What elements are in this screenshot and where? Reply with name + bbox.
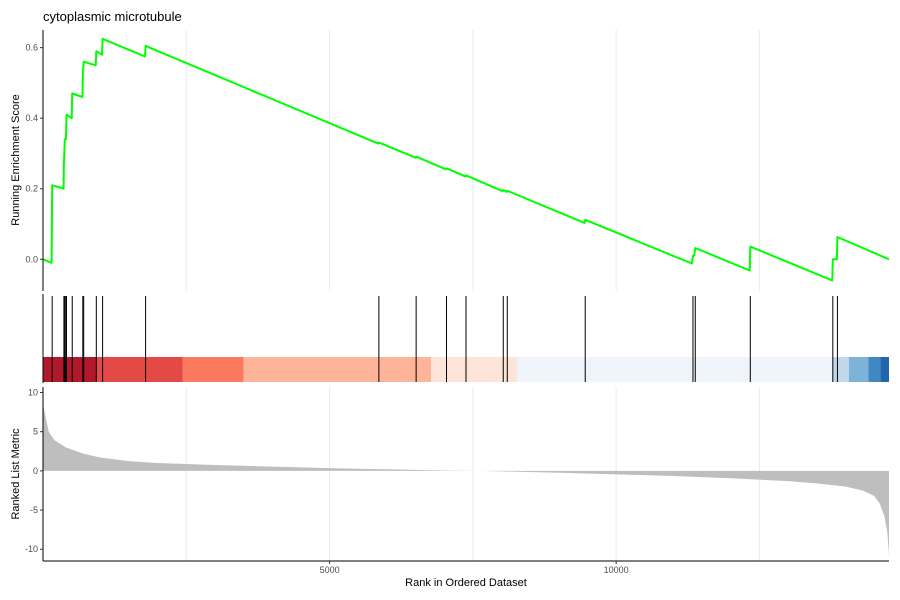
enrichment-gridlines <box>185 30 760 291</box>
enrichment-y-label: Running Enrichment Score <box>10 94 22 225</box>
running-enrichment-panel: 0.0 0.2 0.4 0.6 Running Enrichment Score <box>10 30 890 291</box>
metric-y-tick-label-0: 10 <box>28 387 38 397</box>
rank-color-segment-6 <box>832 357 849 382</box>
enrichment-y-tick-label-1: 0.2 <box>25 184 38 194</box>
metric-y-ticks: 10 5 0 -5 -10 <box>25 387 43 554</box>
metric-y-tick-label-3: -5 <box>30 505 38 515</box>
metric-y-tick-label-2: 0 <box>33 466 38 476</box>
gene-hit-marks <box>51 296 838 382</box>
gene-hits-panel <box>42 294 889 383</box>
ranked-metric-panel: 10 5 0 -5 -10 5000 10000 Ranked List Metric R… <box>10 387 889 589</box>
rank-color-segment-1 <box>96 357 183 382</box>
rank-color-segment-7 <box>848 357 869 382</box>
x-tick-label-1: 10000 <box>604 565 629 575</box>
x-ticks: 5000 10000 <box>320 561 629 575</box>
rank-color-segment-8 <box>868 357 881 382</box>
metric-y-tick-label-4: -10 <box>25 544 38 554</box>
x-axis-label: Rank in Ordered Dataset <box>405 577 527 589</box>
enrichment-y-ticks: 0.0 0.2 0.4 0.6 <box>25 43 43 264</box>
running-enrichment-line <box>42 37 890 282</box>
rank-color-segment-5 <box>517 357 833 382</box>
rank-color-segment-3 <box>243 357 432 382</box>
rank-color-bar <box>43 357 889 382</box>
rank-color-segment-0 <box>43 357 97 382</box>
enrichment-y-tick-label-2: 0.4 <box>25 113 38 123</box>
x-tick-label-0: 5000 <box>320 565 340 575</box>
rank-color-segment-9 <box>880 357 889 382</box>
enrichment-y-tick-label-0: 0.0 <box>25 254 38 264</box>
metric-y-label: Ranked List Metric <box>10 428 22 520</box>
rank-color-segment-4 <box>431 357 518 382</box>
enrichment-y-tick-label-3: 0.6 <box>25 43 38 53</box>
ranked-metric-area <box>43 404 889 556</box>
rank-color-segment-2 <box>182 357 244 382</box>
metric-y-tick-label-1: 5 <box>33 427 38 437</box>
chart-title: cytoplasmic microtubule <box>43 9 182 24</box>
